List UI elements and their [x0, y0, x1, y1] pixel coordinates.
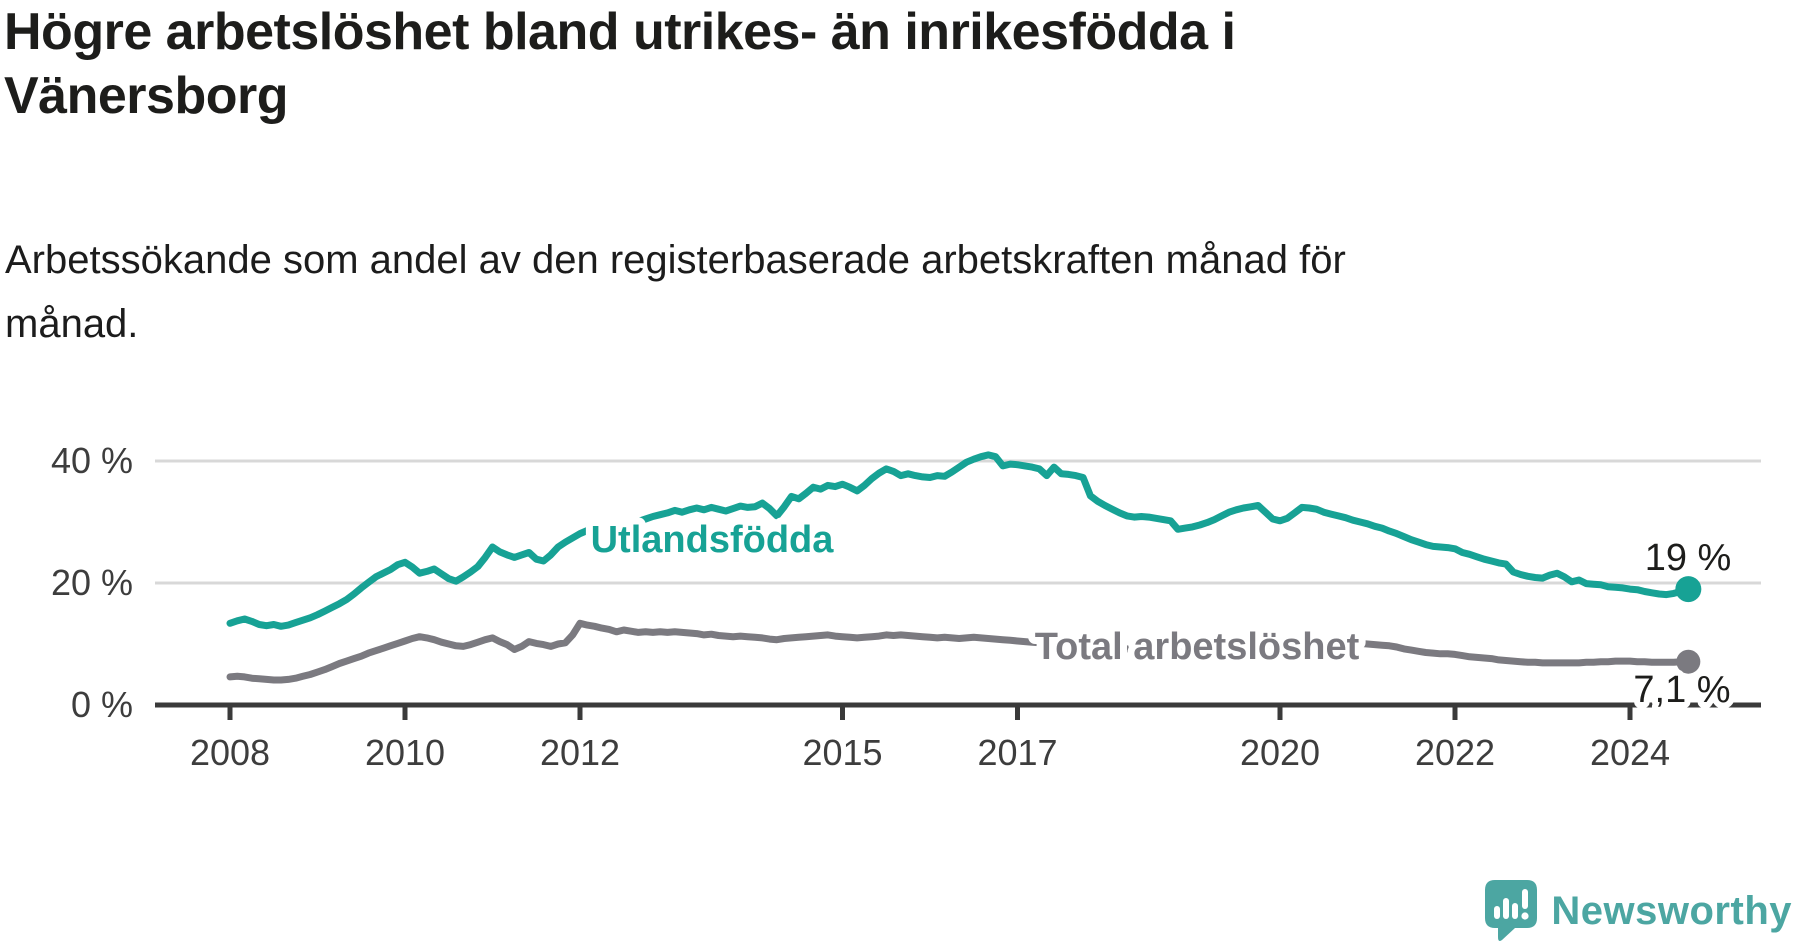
series-line-utlandsfodda — [226, 451, 1692, 630]
x-tick-label-2012: 2012 — [540, 732, 620, 773]
y-tick-label-20: 20 % — [51, 562, 133, 603]
newsworthy-brand-name: Newsworthy — [1551, 888, 1792, 933]
chart-title-line-1: Högre arbetslöshet bland utrikes- än inr… — [4, 3, 1236, 61]
y-tick-label-0: 0 % — [71, 684, 133, 725]
series-end-dot-utlandsfodda — [1675, 576, 1702, 603]
chart-subtitle: Arbetssökande som andel av den registerb… — [5, 228, 1346, 356]
newsworthy-brand: Newsworthy — [1485, 880, 1792, 942]
x-tick-label-2008: 2008 — [190, 732, 270, 773]
y-tick-label-40: 40 % — [51, 440, 133, 481]
series-end-value-utlandsfodda: 19 % — [1645, 537, 1732, 579]
series-end-dot-total — [1676, 649, 1701, 674]
chart-title: Högre arbetslöshet bland utrikes- än inr… — [4, 0, 1236, 128]
chart-subtitle-line-1: Arbetssökande som andel av den registerb… — [5, 238, 1346, 282]
x-tick-label-2020: 2020 — [1240, 732, 1320, 773]
x-tick-label-2022: 2022 — [1415, 732, 1495, 773]
series-inline-label-total: Total arbetslöshet — [1035, 626, 1360, 668]
series-line-total — [226, 619, 1692, 684]
newsworthy-logo-icon — [1485, 880, 1538, 941]
x-tick-label-2010: 2010 — [365, 732, 445, 773]
chart-title-line-2: Vänersborg — [4, 67, 288, 125]
series-end-value-total: 7,1 % — [1633, 669, 1730, 711]
x-tick-label-2017: 2017 — [977, 732, 1057, 773]
x-tick-label-2015: 2015 — [802, 732, 882, 773]
series-inline-label-utlandsfodda: Utlandsfödda — [591, 519, 835, 561]
x-tick-label-2024: 2024 — [1590, 732, 1670, 773]
chart-subtitle-line-2: månad. — [5, 302, 139, 346]
